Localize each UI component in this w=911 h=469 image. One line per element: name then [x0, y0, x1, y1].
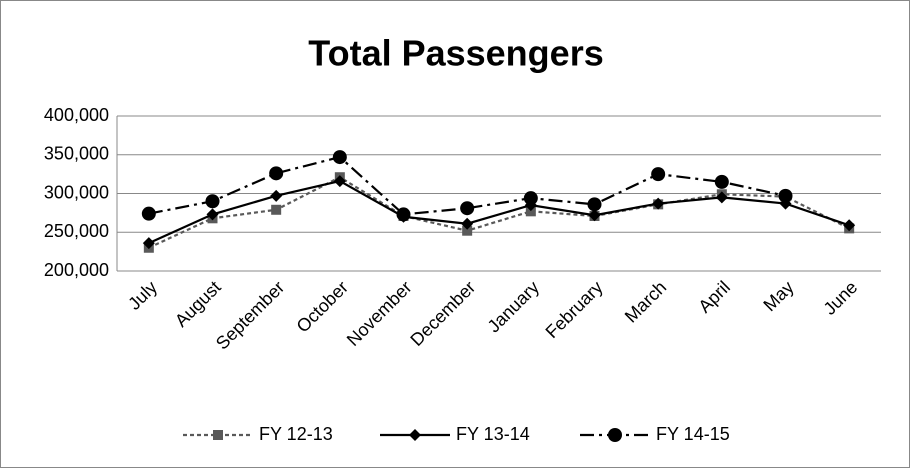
chart-title: Total Passengers	[308, 33, 603, 74]
marker	[396, 207, 411, 222]
marker	[332, 150, 347, 165]
marker	[409, 429, 421, 441]
y-tick-label: 350,000	[44, 144, 109, 164]
marker	[651, 167, 666, 182]
marker	[714, 174, 729, 189]
y-tick-label: 250,000	[44, 221, 109, 241]
y-tick-label: 200,000	[44, 260, 109, 280]
marker	[213, 430, 223, 440]
marker	[461, 217, 474, 230]
marker	[525, 206, 536, 217]
marker	[141, 206, 156, 221]
marker	[608, 428, 622, 442]
y-tick-label: 400,000	[44, 105, 109, 125]
marker	[778, 188, 793, 203]
marker	[587, 197, 602, 212]
line-series	[148, 175, 850, 249]
marker	[142, 237, 155, 250]
legend-label: FY 13-14	[456, 424, 530, 444]
marker	[843, 219, 856, 232]
line-series	[148, 155, 786, 216]
marker	[652, 197, 665, 210]
marker	[460, 201, 475, 216]
marker	[588, 209, 601, 222]
line-series	[148, 179, 850, 245]
marker	[715, 191, 728, 204]
marker	[462, 225, 473, 236]
marker	[523, 191, 538, 206]
marker	[205, 194, 220, 209]
marker	[206, 208, 219, 221]
legend-label: FY 12-13	[259, 424, 333, 444]
marker	[270, 189, 283, 202]
marker	[271, 204, 282, 215]
y-tick-label: 300,000	[44, 182, 109, 202]
marker	[269, 166, 284, 181]
legend-label: FY 14-15	[656, 424, 730, 444]
marker	[333, 175, 346, 188]
